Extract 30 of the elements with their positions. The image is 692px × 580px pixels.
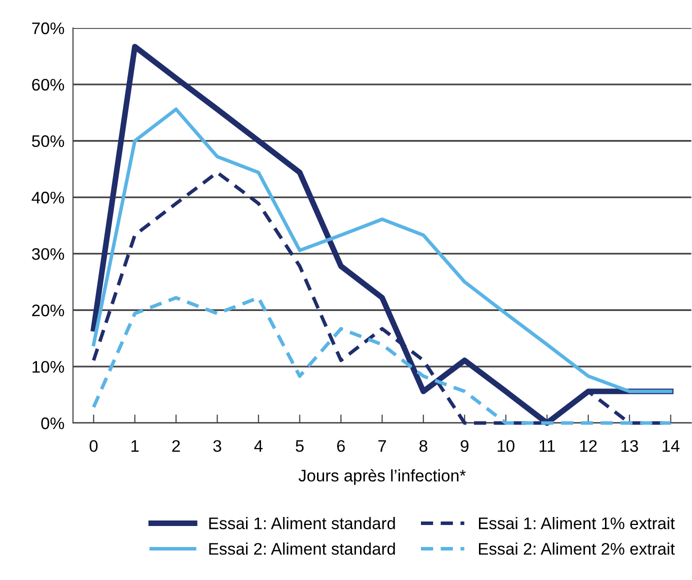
x-tick-label: 4 — [254, 440, 263, 452]
x-tick-label: 6 — [337, 440, 345, 452]
legend-label: Essai 2: Aliment standard — [209, 542, 395, 555]
x-tick-label: 8 — [419, 440, 428, 452]
legend-label: Essai 1: Aliment standard — [209, 517, 395, 530]
line-series — [92, 296, 672, 425]
y-tick-label: 0% — [41, 417, 64, 430]
x-tick-label: 10 — [498, 440, 514, 452]
x-tick-label: 11 — [540, 440, 555, 452]
line-series — [92, 108, 672, 394]
x-tick-label: 3 — [213, 440, 222, 452]
y-tick-label: 40% — [32, 192, 64, 204]
y-tick-label: 50% — [32, 135, 64, 148]
y-tick-label: 70% — [32, 22, 64, 34]
y-tick-label: 20% — [32, 304, 64, 316]
x-tick-label: 2 — [172, 440, 180, 452]
y-tick-label: 30% — [32, 248, 64, 260]
x-tick-label: 12 — [580, 440, 597, 452]
y-tick-label: 10% — [32, 360, 64, 373]
x-tick-label: 13 — [621, 440, 638, 452]
legend-label: Essai 2: Aliment 2% extrait — [478, 542, 675, 555]
y-tick-label: 60% — [32, 78, 64, 91]
legend-label: Essai 1: Aliment 1% extrait — [478, 517, 675, 530]
x-tick-label: 1 — [131, 440, 139, 452]
x-tick-label: 14 — [662, 440, 680, 452]
x-axis-title: Jours après l’infection* — [298, 469, 466, 485]
x-tick-label: 9 — [460, 440, 468, 452]
x-tick-label: 0 — [90, 440, 98, 452]
x-tick-label: 5 — [296, 440, 304, 452]
x-tick-label: 7 — [378, 440, 386, 452]
